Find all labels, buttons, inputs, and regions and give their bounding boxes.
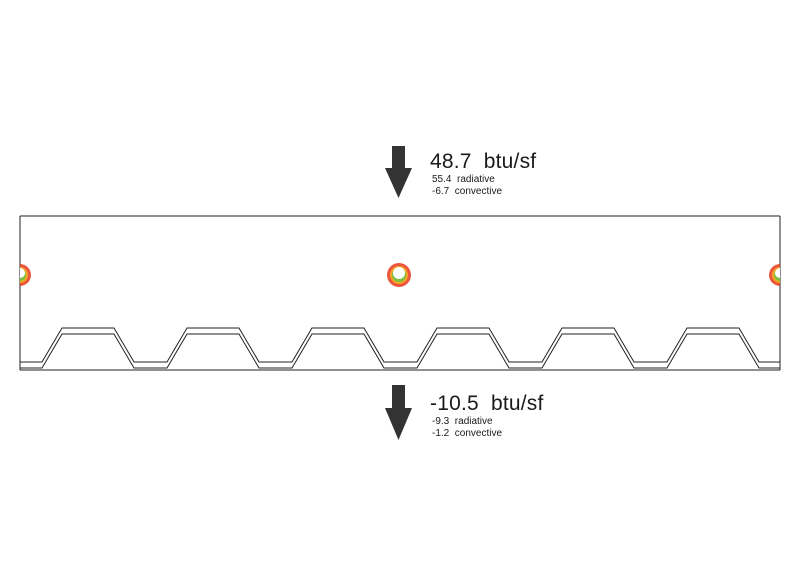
- top-convective-label: convective: [454, 186, 503, 197]
- assembly-outline: [19, 215, 781, 371]
- bottom-radiative-value: -9.3: [432, 416, 450, 427]
- metal-deck-lower-line: [20, 333, 780, 369]
- bottom-down-arrow-icon: [385, 385, 412, 440]
- circular-hot-spot-icon-center: [387, 263, 411, 287]
- top-total-unit: btu/sf: [483, 150, 537, 173]
- bottom-total-flux: -10.5 btu/sf: [430, 392, 544, 416]
- top-radiative-value: 55.4: [432, 174, 452, 185]
- bottom-heat-flux-label: -10.5 btu/sf -9.3 radiative -1.2 convect…: [430, 392, 544, 440]
- top-heat-flux-label: 48.7 btu/sf 55.4 radiative -6.7 convecti…: [430, 150, 536, 198]
- top-radiative-line: 55.4 radiative: [432, 174, 536, 186]
- top-total-value: 48.7: [430, 150, 472, 173]
- bottom-convective-label: convective: [454, 428, 503, 439]
- bottom-total-unit: btu/sf: [490, 392, 544, 415]
- bottom-radiative-label: radiative: [454, 416, 493, 427]
- bottom-radiative-line: -9.3 radiative: [432, 416, 544, 428]
- circular-hot-spot-icon-right: [769, 264, 780, 286]
- metal-deck-upper-line: [20, 327, 780, 363]
- circular-hot-spot-icon-left: [20, 264, 31, 286]
- top-radiative-label: radiative: [457, 174, 495, 185]
- top-down-arrow-icon: [385, 146, 412, 198]
- bottom-total-value: -10.5: [430, 392, 479, 415]
- bottom-convective-line: -1.2 convective: [432, 428, 544, 440]
- top-convective-line: -6.7 convective: [432, 186, 536, 198]
- bottom-convective-value: -1.2: [432, 428, 450, 439]
- top-convective-value: -6.7: [432, 186, 450, 197]
- top-total-flux: 48.7 btu/sf: [430, 150, 536, 174]
